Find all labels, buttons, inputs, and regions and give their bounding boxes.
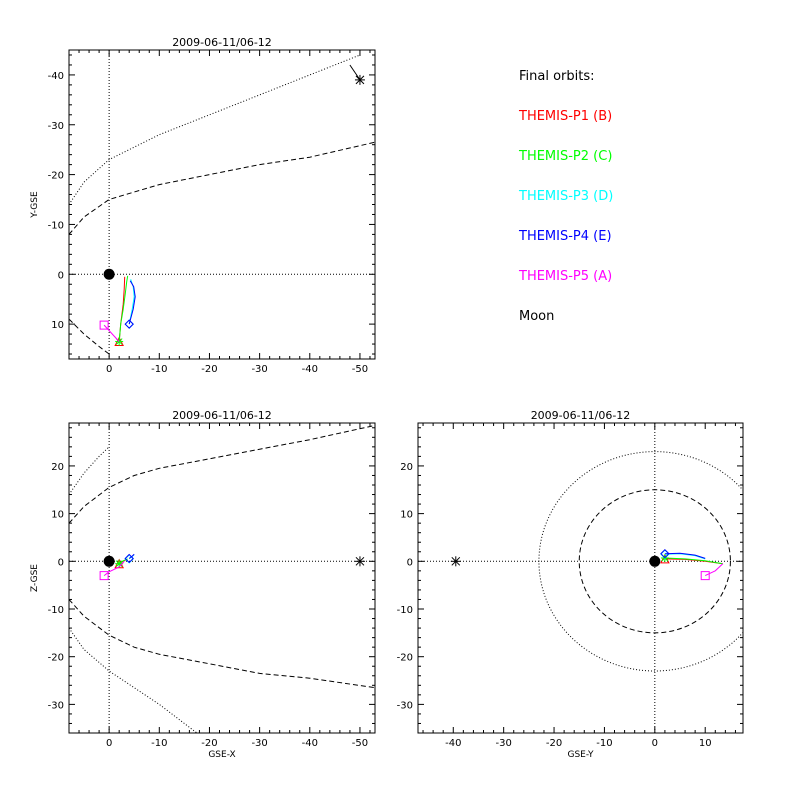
- earth-marker: [103, 555, 115, 567]
- y-tick-label: -10: [48, 220, 64, 231]
- x-tick-label: 0: [106, 738, 112, 749]
- legend-entry-4: THEMIS-P4 (E): [518, 229, 612, 244]
- panel-title: 2009-06-11/06-12: [531, 409, 631, 422]
- plot-frame: [417, 422, 744, 734]
- panel-yz: -40 -30 -20 -10 0 10 20 10 0 -10 -20 -30 2009-06-11/…: [397, 409, 744, 760]
- moon-marker: [354, 556, 365, 567]
- x-tick-label: -20: [201, 738, 217, 749]
- legend: Final orbits: THEMIS-P1 (B) THEMIS-P2 (C) T…: [518, 69, 613, 324]
- y-tick-label: 0: [407, 557, 413, 568]
- y-tick-label: 20: [51, 462, 64, 473]
- probe-track-5: [704, 563, 724, 577]
- y-tick-label: -10: [397, 605, 413, 616]
- magnetopause-dawn-curve: [69, 318, 110, 355]
- probe-track-5: [103, 324, 120, 342]
- legend-entry-3: THEMIS-P3 (D): [518, 189, 613, 204]
- probe-marker-4: [124, 319, 134, 329]
- magnetopause-south-curve: [69, 599, 375, 689]
- x-tick-label: -40: [302, 738, 318, 749]
- legend-entry-1: THEMIS-P1 (B): [518, 109, 612, 124]
- magnetopause-curve: [69, 141, 375, 235]
- earth-marker: [649, 555, 661, 567]
- x-tick-label: -30: [251, 364, 267, 375]
- legend-entry-6: Moon: [519, 309, 554, 324]
- x-tick-label: -10: [151, 738, 167, 749]
- y-tick-label: 20: [400, 462, 413, 473]
- panel-xy: 0 -10 -20 -30 -40 -50 10 0 -10 -20 -30 -40 2009-06-1…: [30, 36, 376, 375]
- x-tick-label: -20: [546, 738, 562, 749]
- probe-marker-5: [99, 571, 109, 581]
- x-tick-label: -10: [151, 364, 167, 375]
- y-tick-label: 0: [58, 557, 64, 568]
- x-tick-label: -30: [495, 738, 511, 749]
- plot-area: [69, 423, 375, 733]
- x-tick-label: -40: [302, 364, 318, 375]
- y-tick-label: 10: [51, 320, 64, 331]
- x-tick-label: 0: [652, 738, 658, 749]
- legend-entry-2: THEMIS-P2 (C): [518, 149, 612, 164]
- probe-track-4: [128, 280, 136, 325]
- probe-marker-3: [124, 319, 134, 329]
- probe-marker-4: [660, 548, 670, 559]
- y-tick-label: -20: [48, 653, 64, 664]
- x-tick-label: -20: [201, 364, 217, 375]
- y-tick-label: -30: [397, 700, 413, 711]
- panel-xz: 0 -10 -20 -30 -40 -50 20 10 0 -10 -20 -30 2009-06-11…: [30, 409, 376, 760]
- earth-marker: [103, 268, 115, 280]
- panel-title: 2009-06-11/06-12: [172, 36, 272, 49]
- x-tick-label: 0: [106, 364, 112, 375]
- probe-track-2: [664, 557, 723, 565]
- plot-frame: [68, 49, 376, 360]
- axis-ticks: [68, 423, 375, 734]
- plot-area: [418, 423, 743, 733]
- bow-shock-north-curve: [69, 446, 110, 495]
- y-tick-label: -30: [48, 700, 64, 711]
- y-tick-label: -30: [48, 121, 64, 132]
- moon-track: [349, 64, 361, 81]
- magnetopause-north-curve: [69, 424, 375, 524]
- x-axis-label: GSE-Y: [567, 750, 594, 760]
- magnetopause-ring: [578, 489, 731, 634]
- axis-ticks: [68, 50, 375, 359]
- x-tick-label: -40: [445, 738, 461, 749]
- y-tick-label: -20: [397, 653, 413, 664]
- plot-area: [69, 50, 375, 359]
- probe-track-5: [103, 560, 125, 576]
- x-axis-label: GSE-X: [208, 750, 235, 760]
- panel-title: 2009-06-11/06-12: [172, 409, 272, 422]
- probe-marker-4: [124, 553, 134, 564]
- y-tick-label: 10: [400, 510, 413, 521]
- probe-marker-5: [700, 571, 710, 581]
- x-tick-label: 10: [699, 738, 712, 749]
- probe-marker-1: [660, 553, 670, 564]
- axis-ticks: [418, 423, 743, 734]
- probe-track-4: [664, 552, 706, 559]
- moon-marker: [450, 556, 461, 567]
- y-tick-label: -20: [48, 171, 64, 182]
- bow-shock-ring: [538, 451, 743, 672]
- plot-frame: [68, 422, 376, 734]
- y-axis-label: Z-GSE: [30, 564, 40, 592]
- y-tick-label: -40: [48, 71, 64, 82]
- bow-shock-south-curve: [69, 627, 198, 733]
- probe-marker-5: [99, 320, 109, 330]
- x-tick-label: -50: [352, 364, 368, 375]
- bow-shock-curve: [69, 54, 361, 205]
- x-tick-label: -10: [596, 738, 612, 749]
- y-axis-label: Y-GSE: [30, 191, 40, 219]
- moon-marker: [354, 74, 365, 85]
- legend-entry-5: THEMIS-P5 (A): [518, 269, 612, 284]
- legend-title: Final orbits:: [519, 69, 595, 84]
- y-tick-label: 0: [58, 270, 64, 281]
- y-tick-label: 10: [51, 510, 64, 521]
- y-tick-label: -10: [48, 605, 64, 616]
- x-tick-label: -30: [251, 738, 267, 749]
- probe-track-2: [118, 275, 129, 342]
- x-tick-label: -50: [352, 738, 368, 749]
- probe-track-4: [128, 553, 135, 559]
